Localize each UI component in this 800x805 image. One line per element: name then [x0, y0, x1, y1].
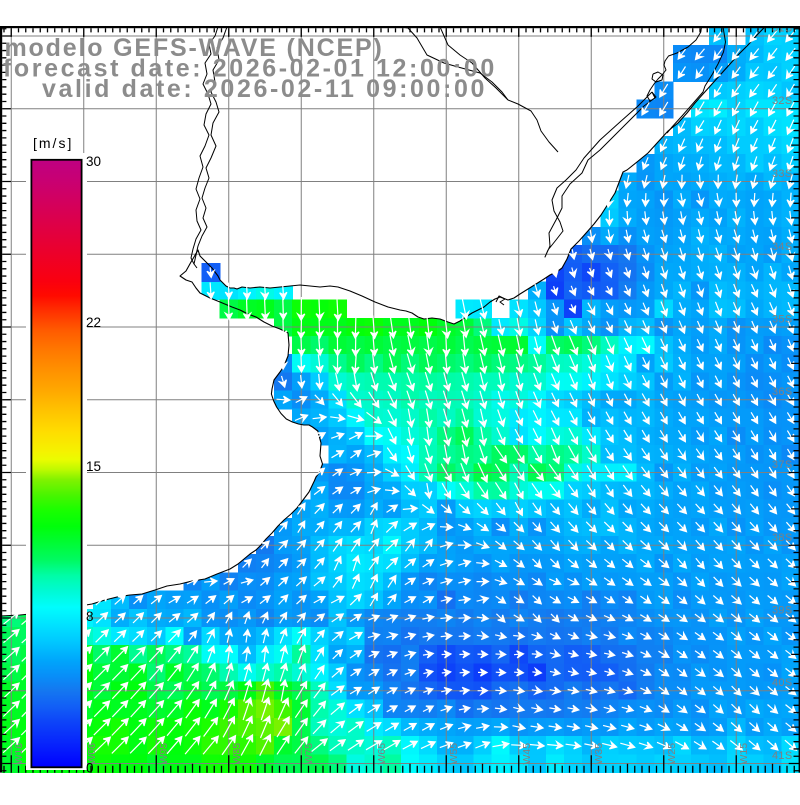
svg-text:[m/s]: [m/s]	[33, 135, 73, 151]
svg-text:22: 22	[86, 315, 101, 330]
svg-text:35S: 35S	[772, 314, 792, 326]
svg-text:W16: W16	[13, 743, 25, 765]
svg-text:34S: 34S	[772, 241, 792, 253]
svg-text:W15: W15	[738, 743, 750, 765]
svg-text:W25: W25	[666, 743, 678, 765]
svg-text:8: 8	[86, 609, 94, 624]
svg-text:32S: 32S	[772, 95, 792, 107]
svg-text:forecast date: 2026-02-01 12:0: forecast date: 2026-02-01 12:00:00	[3, 54, 497, 82]
svg-text:39S: 39S	[772, 605, 792, 617]
svg-text:0: 0	[86, 761, 94, 776]
svg-text:33S: 33S	[772, 168, 792, 180]
svg-text:valid date: 2026-02-11 09:00:0: valid date: 2026-02-11 09:00:00	[42, 75, 487, 103]
svg-text:40S: 40S	[772, 677, 792, 689]
svg-text:modelo GEFS-WAVE (NCEP): modelo GEFS-WAVE (NCEP)	[5, 34, 384, 62]
svg-text:W95: W95	[158, 743, 170, 765]
svg-text:30: 30	[86, 154, 101, 169]
svg-text:W06: W06	[86, 743, 98, 765]
svg-text:W65: W65	[376, 743, 388, 765]
svg-text:31S: 31S	[772, 23, 792, 35]
svg-text:W55: W55	[448, 743, 460, 765]
svg-text:W35: W35	[593, 743, 605, 765]
svg-text:38S: 38S	[772, 532, 792, 544]
svg-text:15: 15	[86, 459, 101, 474]
svg-text:W75: W75	[303, 743, 315, 765]
svg-text:37S: 37S	[772, 459, 792, 471]
svg-text:36S: 36S	[772, 386, 792, 398]
svg-text:W85: W85	[231, 743, 243, 765]
svg-text:W45: W45	[521, 743, 533, 765]
svg-text:41S: 41S	[772, 750, 792, 762]
